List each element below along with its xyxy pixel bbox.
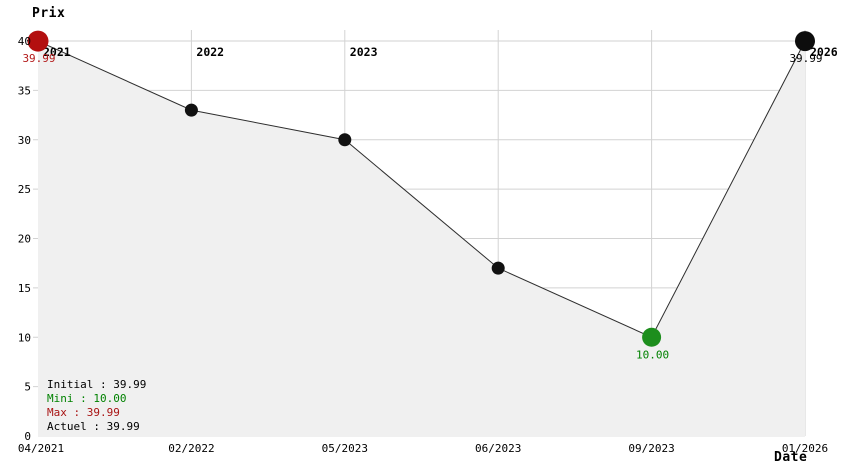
x-tick-label: 02/2022 <box>168 442 214 455</box>
legend-item-initial: Initial : 39.99 <box>47 378 147 391</box>
point-value-label: 39.99 <box>789 52 822 65</box>
y-tick-label: 35 <box>18 84 31 97</box>
year-label: 2022 <box>196 45 224 59</box>
year-label: 2023 <box>350 45 378 59</box>
point-value-label: 10.00 <box>636 348 669 361</box>
data-point <box>491 261 505 275</box>
y-tick-label: 15 <box>18 282 31 295</box>
min-price-point <box>642 327 662 347</box>
y-axis-title: Prix <box>32 6 66 21</box>
y-tick-label: 40 <box>18 35 31 48</box>
y-tick-label: 5 <box>24 381 31 394</box>
x-axis-title: Date <box>774 450 808 465</box>
y-tick-label: 10 <box>18 331 31 344</box>
current-price-point <box>795 31 815 52</box>
x-tick-label: 01/2026 <box>782 442 828 455</box>
year-label: 2021 <box>43 45 71 59</box>
legend: Initial : 39.99 Mini : 10.00 Max : 39.99 Ac… <box>47 378 146 434</box>
y-tick-label: 30 <box>18 134 31 147</box>
point-value-label: 39.99 <box>22 52 55 65</box>
legend-item-mini: Mini : 10.00 <box>47 392 127 405</box>
x-tick-label: 09/2023 <box>628 442 674 455</box>
y-tick-label: 20 <box>18 233 31 246</box>
legend-item-max: Max : 39.99 <box>47 406 120 419</box>
area-fill <box>38 41 805 437</box>
data-point <box>338 133 352 147</box>
initial-price-point <box>27 30 49 52</box>
x-tick-label: 05/2023 <box>322 442 368 455</box>
x-tick-label: 06/2023 <box>475 442 521 455</box>
x-tick-label: 04/2021 <box>18 442 64 455</box>
legend-item-actuel: Actuel : 39.99 <box>47 420 140 433</box>
y-tick-label: 25 <box>18 183 31 196</box>
data-point <box>184 103 198 117</box>
price-line <box>37 40 806 338</box>
y-tick-label: 0 <box>24 430 31 443</box>
year-label: 2026 <box>810 45 838 59</box>
